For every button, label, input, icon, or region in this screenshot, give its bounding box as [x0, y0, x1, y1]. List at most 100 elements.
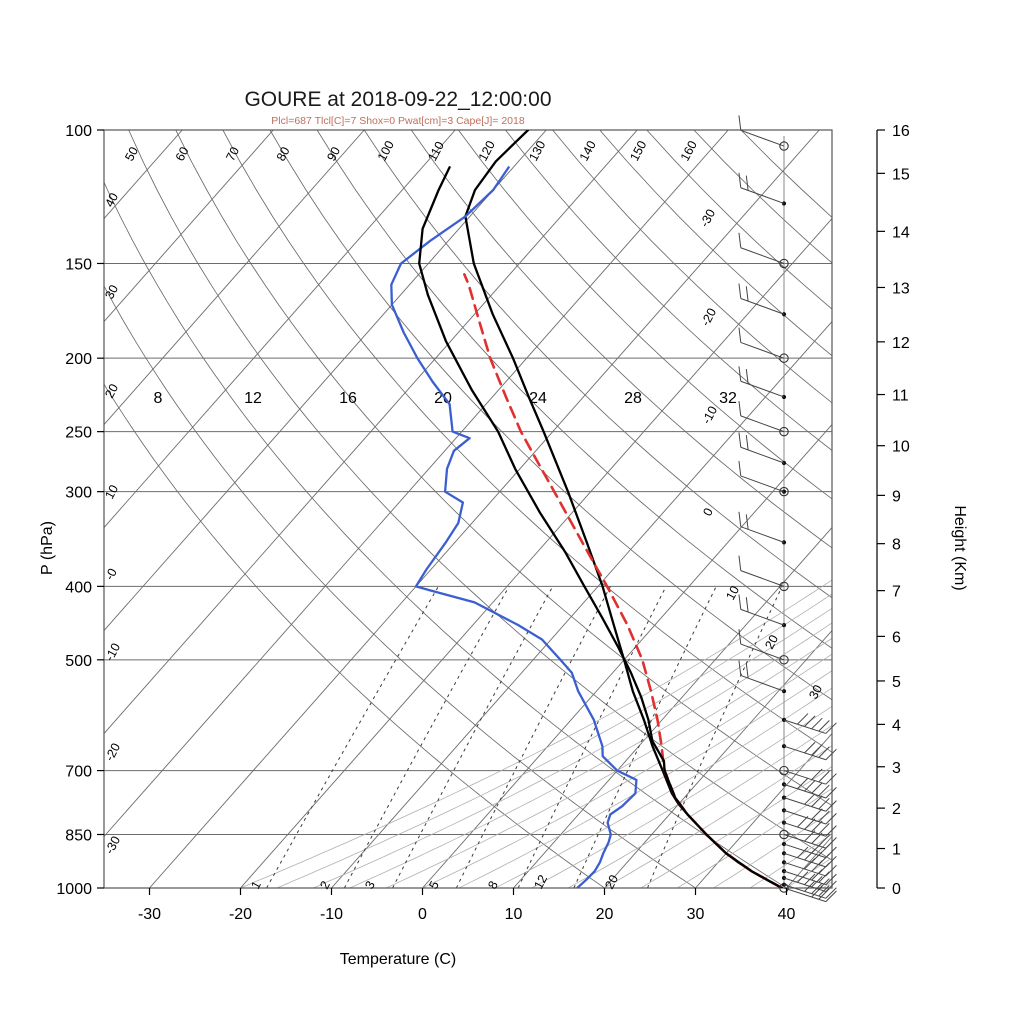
isotherm-line	[604, 629, 832, 888]
y-tick-label-left: 250	[65, 425, 92, 442]
mixing-ratio-label: 12	[531, 873, 550, 892]
dry-adiabat-line	[222, 130, 832, 753]
wind-barb-flag	[738, 555, 742, 571]
moist-adiabat-label: 16	[339, 390, 357, 407]
moist-adiabat-line	[567, 725, 832, 888]
wind-barb-flag	[745, 597, 749, 613]
skewt-grid	[104, 130, 832, 888]
y-tick-label-right: 9	[892, 488, 901, 505]
wind-barb-shaft	[740, 643, 785, 661]
wind-barb-flag	[804, 715, 816, 727]
wind-barb-flag	[738, 629, 742, 645]
moist-adiabat-line	[385, 637, 832, 888]
wind-level-circle-marker	[779, 765, 789, 776]
wind-barb-flag	[825, 787, 837, 799]
y-tick-label-right: 16	[892, 123, 910, 140]
isotherm-label-left: 10	[102, 483, 121, 502]
wind-barb-flag	[804, 780, 816, 792]
y-tick-label-right: 3	[892, 760, 901, 777]
x-tick-label: -10	[320, 906, 343, 923]
moist-adiabat-line	[640, 766, 832, 888]
y-tick-label-left: 400	[65, 579, 92, 596]
wind-level-circle-marker	[779, 581, 789, 592]
wind-level-circle-marker	[779, 829, 789, 840]
moist-adiabat-line	[713, 810, 832, 888]
dry-adiabat-line	[104, 285, 696, 888]
wind-barb-flag	[825, 722, 837, 734]
wind-barb-flag	[738, 432, 742, 448]
y-axis-label-right: Height (Km)	[951, 505, 968, 590]
wind-barb-shaft	[740, 341, 785, 359]
wind-barb-flag	[811, 820, 823, 832]
wind-barb-shaft	[740, 129, 785, 147]
wind-barb	[738, 283, 787, 317]
wind-barb-flag	[797, 713, 809, 725]
wind-barb-flag	[745, 368, 749, 384]
wind-barb-flag	[825, 813, 837, 825]
y-tick-label-right: 14	[892, 224, 910, 241]
wind-barb	[738, 327, 789, 363]
wind-barb	[738, 660, 787, 694]
isotherm-label-right: 10	[723, 584, 742, 603]
wind-barb-flag	[804, 793, 816, 805]
y-tick-label-right: 1	[892, 842, 901, 859]
dry-adiabat-line	[505, 130, 832, 451]
isotherm-label-left: 30	[102, 283, 121, 302]
y-tick-label-left: 850	[65, 827, 92, 844]
wind-barb-flag	[811, 744, 823, 756]
y-tick-label-right: 15	[892, 166, 910, 183]
wind-barb	[781, 713, 837, 734]
isotherm-label-right: 30	[806, 683, 825, 702]
moist-adiabat-line	[458, 670, 832, 888]
wind-barb-shaft	[740, 415, 785, 433]
wind-barb-flag	[738, 660, 742, 676]
dry-adiabat-label: 70	[223, 145, 242, 164]
dry-adiabat-line	[316, 130, 832, 649]
isotherm-line	[104, 130, 274, 323]
wind-barb	[738, 629, 789, 665]
moist-adiabat-line	[276, 593, 832, 888]
wind-barb-flag	[825, 873, 837, 886]
y-tick-label-left: 150	[65, 256, 92, 273]
isotherm-line	[422, 423, 832, 888]
wind-level-circle-marker	[779, 141, 789, 151]
isotherm-label-left: 40	[102, 191, 121, 210]
wind-barb-flag	[825, 825, 837, 837]
dry-adiabat-line	[410, 130, 832, 549]
wind-barb-flag	[738, 172, 742, 188]
moist-adiabat-label: 28	[624, 390, 642, 407]
wind-barb-flag	[818, 797, 830, 810]
y-tick-label-right: 12	[892, 335, 910, 352]
sounding-curve-dewpoint	[390, 166, 638, 888]
moist-adiabat-label: 8	[154, 390, 163, 407]
x-tick-label: -30	[138, 906, 161, 923]
wind-level-circle-marker	[779, 486, 789, 497]
wind-barb-flag	[738, 366, 742, 382]
wind-barb-flag	[738, 327, 742, 343]
wind-barb-flag	[738, 115, 742, 131]
wind-barb-flag	[811, 795, 823, 807]
wind-level-circle-marker	[779, 258, 789, 269]
dry-adiabat-line	[104, 181, 787, 888]
wind-barb	[738, 366, 787, 400]
wind-barb-flag	[797, 816, 809, 828]
isotherm-label-right: 20	[762, 633, 781, 652]
wind-barb	[738, 594, 787, 628]
isotherm-line	[104, 130, 638, 735]
wind-barb-flag	[738, 594, 742, 610]
y-tick-label-left: 500	[65, 653, 92, 670]
y-tick-label-left: 700	[65, 764, 92, 781]
y-tick-label-right: 2	[892, 801, 901, 818]
sounding-curve-parcelenvelope	[418, 166, 784, 888]
y-tick-label-left: 1000	[56, 881, 92, 898]
wind-barb	[779, 765, 837, 785]
dry-adiabat-label: 60	[173, 145, 192, 164]
isotherm-line	[149, 130, 820, 888]
wind-barb	[781, 777, 837, 799]
x-axis-label: Temperature (C)	[340, 951, 456, 968]
wind-barb-flag	[738, 460, 742, 476]
y-tick-label-right: 8	[892, 537, 901, 554]
